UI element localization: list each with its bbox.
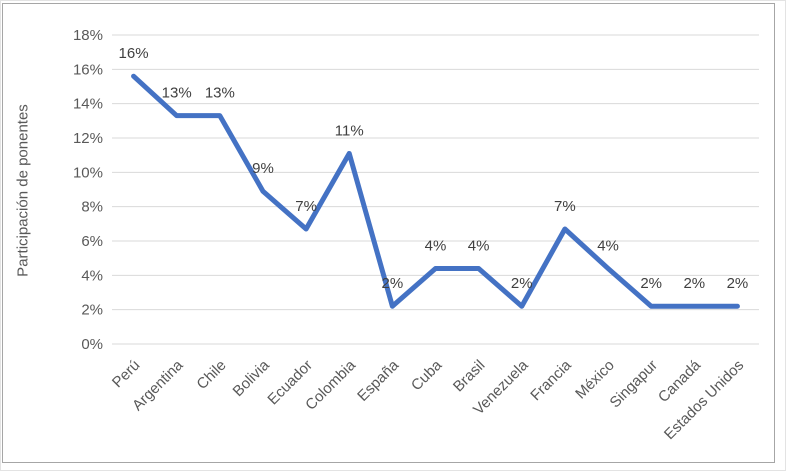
y-tick-label: 18% [73,27,103,44]
y-tick-label: 0% [81,336,103,353]
data-point-label: 4% [597,237,619,254]
x-category-label: Francia [527,356,575,404]
y-tick-label: 12% [73,130,103,147]
x-category-label: Brasil [450,357,489,396]
data-point-label: 7% [295,198,317,215]
chart-frame: Participación de ponentes 0% 2% 4% 6% 8% 10% 1… [2,3,775,463]
data-point-label: 13% [205,85,235,102]
data-series-line [131,73,740,309]
y-tick-label: 14% [73,96,103,113]
data-point-label: 13% [162,85,192,102]
data-point-label: 16% [119,45,149,62]
data-point-label: 4% [468,237,490,254]
data-point-label: 11% [335,122,364,139]
y-tick-label: 2% [81,302,103,319]
data-point-label: 2% [683,275,705,292]
y-tick-label: 8% [81,199,103,216]
data-point-label: 4% [425,237,447,254]
x-category-label: España [354,356,402,404]
x-category-label: Chile [193,357,229,393]
y-tick-label: 10% [73,164,103,181]
data-point-label: 7% [554,198,576,215]
y-tick-label: 6% [81,233,103,250]
data-point-label: 9% [252,160,274,177]
x-category-label: Cuba [408,356,446,394]
x-category-label: Estados Unidos [661,357,747,443]
data-point-label: 2% [511,275,533,292]
data-point-label: 2% [640,275,662,292]
y-tick-label: 16% [73,61,103,78]
data-point-label: 2% [727,275,749,292]
x-category-label: Singapur [607,357,661,411]
data-point-label: 2% [382,275,404,292]
y-tick-label: 4% [81,267,103,284]
x-category-label: Perú [109,357,143,391]
